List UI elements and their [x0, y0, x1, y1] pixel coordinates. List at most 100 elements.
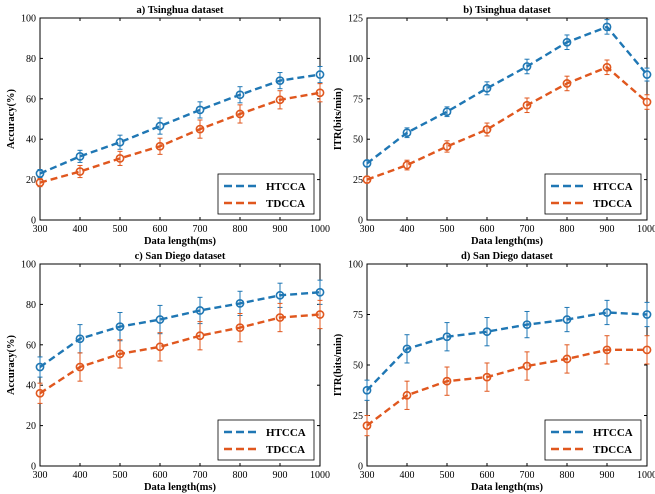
x-tick-label: 1000	[310, 224, 330, 235]
data-point	[562, 79, 572, 88]
y-tick-label: 75	[353, 94, 363, 105]
x-tick-label: 900	[273, 224, 288, 235]
legend-d: HTCCA TDCCA	[544, 419, 642, 461]
y-tick-label: 60	[26, 340, 36, 351]
legend-label-tdcca: TDCCA	[266, 198, 305, 210]
panel-title-b: b) Tsinghua dataset	[463, 5, 551, 16]
data-point	[562, 354, 572, 364]
legend-label-tdcca: TDCCA	[266, 444, 305, 456]
series-tdcca-c	[35, 299, 325, 404]
series-line	[366, 65, 648, 181]
data-point	[402, 160, 412, 170]
x-tick-label: 800	[560, 470, 575, 481]
x-tick-label: 800	[560, 224, 575, 235]
data-point	[562, 315, 572, 324]
legend-label-htcca: HTCCA	[593, 181, 633, 193]
panel-title-d: d) San Diego dataset	[461, 251, 553, 262]
x-tick-label: 500	[440, 224, 455, 235]
data-point	[522, 320, 532, 329]
x-tick-label: 700	[193, 224, 208, 235]
series-line	[366, 348, 647, 427]
data-point	[235, 298, 245, 308]
data-point	[602, 308, 612, 317]
legend-box	[217, 173, 315, 215]
x-tick-label: 600	[153, 224, 168, 235]
legend-label-htcca: HTCCA	[593, 427, 633, 439]
x-axis-label: Data length(ms)	[144, 236, 217, 247]
series-tdcca-b	[362, 59, 652, 184]
data-point	[235, 90, 245, 100]
x-tick-label: 500	[440, 470, 455, 481]
data-point	[362, 175, 372, 184]
x-tick-label: 700	[520, 470, 535, 481]
y-tick-label: 0	[358, 462, 363, 473]
y-tick-label: 100	[21, 260, 36, 271]
data-point	[155, 315, 165, 324]
data-point	[235, 109, 245, 119]
y-tick-label: 100	[348, 260, 363, 271]
y-tick-label: 50	[353, 361, 363, 372]
x-tick-label: 700	[520, 224, 535, 235]
series-tdcca-a	[35, 83, 325, 188]
data-point	[482, 83, 492, 93]
data-point	[482, 125, 492, 134]
data-point	[35, 362, 45, 372]
y-tick-label: 25	[353, 175, 363, 186]
data-point	[642, 345, 652, 355]
data-point	[442, 376, 452, 386]
data-point	[442, 142, 452, 151]
legend-label-tdcca: TDCCA	[593, 444, 632, 456]
series-line	[39, 73, 321, 175]
x-tick-label: 700	[193, 470, 208, 481]
data-point	[75, 334, 85, 344]
x-axis-label: Data length(ms)	[471, 236, 544, 247]
x-tick-label: 300	[33, 224, 48, 235]
x-tick-label: 400	[73, 224, 88, 235]
x-tick-label: 600	[480, 224, 495, 235]
data-point	[442, 332, 452, 342]
y-tick-label: 100	[21, 14, 36, 25]
y-axis-label: Accuracy(%)	[6, 88, 17, 149]
data-point	[115, 137, 125, 147]
data-point	[275, 313, 285, 322]
y-axis-label: ITR(bits/min)	[333, 87, 344, 150]
data-point	[115, 322, 125, 332]
y-tick-label: 0	[31, 216, 36, 227]
data-point	[195, 306, 205, 315]
series-htcca-d	[362, 299, 652, 401]
series-line	[366, 311, 648, 392]
data-point	[155, 342, 165, 352]
x-tick-label: 400	[400, 224, 415, 235]
x-tick-label: 400	[73, 470, 88, 481]
legend-box	[544, 173, 642, 215]
panel-title-a: a) Tsinghua dataset	[137, 5, 224, 16]
x-tick-label: 300	[360, 470, 375, 481]
legend-label-htcca: HTCCA	[266, 427, 306, 439]
series-line	[39, 91, 321, 184]
y-tick-label: 125	[348, 14, 363, 25]
y-axis-label: ITR(bits/min)	[333, 333, 344, 396]
data-point	[155, 121, 165, 131]
x-axis-label: Data length(ms)	[471, 482, 544, 493]
data-point	[75, 151, 85, 161]
y-tick-label: 60	[26, 94, 36, 105]
y-tick-label: 20	[26, 175, 36, 186]
data-point	[75, 167, 85, 176]
y-tick-label: 0	[358, 216, 363, 227]
data-point	[362, 159, 372, 168]
data-point	[275, 76, 285, 86]
data-point	[402, 390, 412, 400]
y-tick-label: 80	[26, 54, 36, 65]
data-point	[602, 22, 612, 32]
x-tick-label: 1000	[637, 224, 655, 235]
legend-c: HTCCA TDCCA	[217, 419, 315, 461]
data-point	[315, 310, 325, 319]
y-tick-label: 20	[26, 421, 36, 432]
series-htcca-c	[35, 279, 325, 378]
x-tick-label: 900	[273, 470, 288, 481]
legend-label-tdcca: TDCCA	[593, 198, 632, 210]
legend-a: HTCCA TDCCA	[217, 173, 315, 215]
